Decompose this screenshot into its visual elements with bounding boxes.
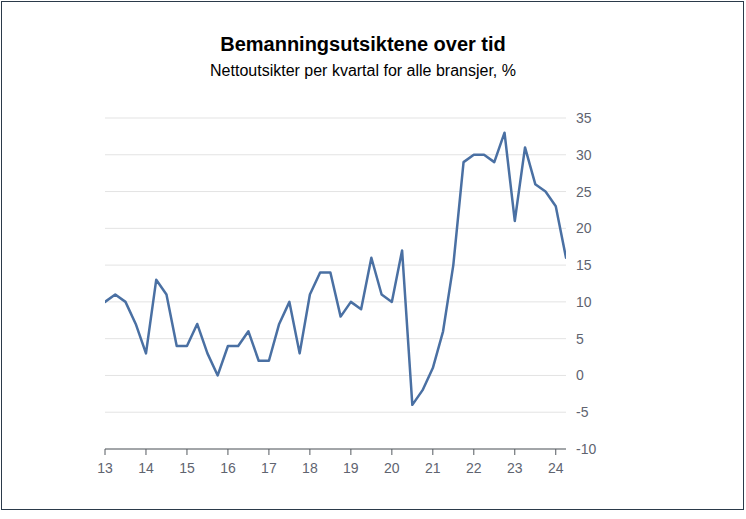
y-tick-label: -5: [576, 404, 589, 420]
grid-line: [105, 301, 566, 302]
x-tick: [145, 449, 146, 455]
y-tick-label: 35: [576, 110, 592, 126]
x-tick: [227, 449, 228, 455]
y-tick-label: 10: [576, 294, 592, 310]
y-tick-label: 0: [576, 367, 584, 383]
grid-line: [105, 265, 566, 266]
grid-line: [105, 228, 566, 229]
x-tick: [309, 449, 310, 455]
x-tick-label: 14: [138, 460, 154, 476]
x-tick-label: 18: [302, 460, 318, 476]
x-tick-label: 16: [220, 460, 236, 476]
x-tick-label: 22: [466, 460, 482, 476]
y-tick-label: 30: [576, 147, 592, 163]
x-tick-label: 19: [343, 460, 359, 476]
x-tick: [473, 449, 474, 455]
x-tick: [350, 449, 351, 455]
grid-line: [105, 191, 566, 192]
x-tick-label: 20: [384, 460, 400, 476]
line: [105, 133, 566, 405]
x-tick: [268, 449, 269, 455]
x-tick-label: 23: [507, 460, 523, 476]
y-tick-label: 5: [576, 331, 584, 347]
frame: [2, 2, 744, 510]
x-tick: [514, 449, 515, 455]
chart: Bemanningsutsiktene over tid Nettoutsikte…: [0, 0, 746, 519]
plot-area: [105, 133, 566, 405]
x-tick-label: 21: [425, 460, 441, 476]
y-tick-label: 20: [576, 220, 592, 236]
x-tick-label: 24: [548, 460, 564, 476]
grid-line: [105, 118, 566, 119]
y-tick-label: 25: [576, 184, 592, 200]
x-axis: [105, 449, 566, 450]
y-tick-label: -10: [576, 441, 596, 457]
x-tick: [432, 449, 433, 455]
x-tick-label: 13: [97, 460, 113, 476]
title: Bemanningsutsiktene over tid: [220, 33, 506, 55]
grid-line: [105, 449, 566, 450]
x-tick: [105, 449, 106, 455]
x-tick: [555, 449, 556, 455]
x-tick-label: 15: [179, 460, 195, 476]
x-tick: [391, 449, 392, 455]
grid-line: [105, 412, 566, 413]
x-tick: [186, 449, 187, 455]
x-tick-label: 17: [261, 460, 277, 476]
grid-line: [105, 375, 566, 376]
y-tick-label: 15: [576, 257, 592, 273]
subtitle: Nettoutsikter per kvartal for alle brans…: [210, 62, 516, 79]
